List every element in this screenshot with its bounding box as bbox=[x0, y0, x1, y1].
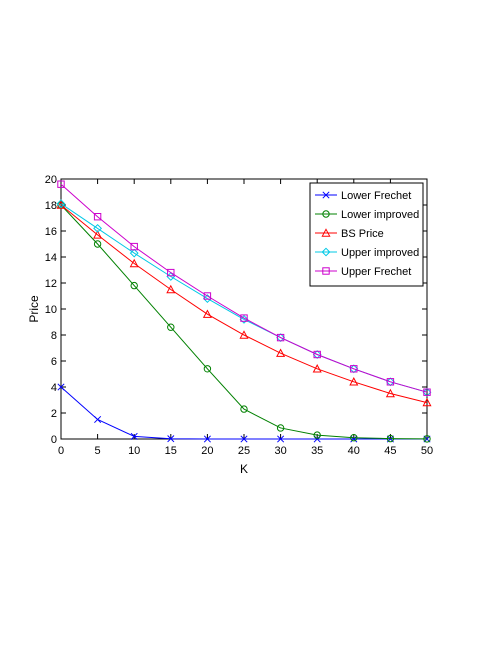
series-bs-price bbox=[56, 200, 432, 407]
data-point-circle-marker bbox=[167, 323, 175, 331]
data-point-triangle-marker bbox=[321, 228, 331, 237]
legend: Lower Frechet Lower improved BS Price Upper… bbox=[309, 182, 424, 287]
x-tick-label: 50 bbox=[421, 445, 433, 457]
data-point-circle-marker bbox=[93, 240, 102, 248]
x-tick-label: 20 bbox=[201, 445, 213, 457]
data-point-triangle-marker bbox=[93, 230, 103, 239]
data-point-triangle-marker bbox=[349, 377, 359, 386]
y-tick-label: 6 bbox=[51, 356, 57, 368]
data-point-square-marker bbox=[57, 180, 65, 188]
data-point-triangle-marker bbox=[422, 397, 432, 407]
x-tick-label: 45 bbox=[384, 445, 396, 457]
data-point-square-marker bbox=[240, 314, 248, 322]
y-tick-label: 14 bbox=[45, 252, 57, 264]
data-point-circle-marker bbox=[203, 365, 212, 373]
legend-item: Upper Frechet bbox=[315, 266, 411, 278]
y-tick-label: 20 bbox=[45, 174, 57, 186]
x-tick-label: 15 bbox=[165, 445, 177, 457]
series-line bbox=[60, 204, 428, 404]
y-tick-label: 2 bbox=[51, 408, 57, 420]
series-upper-frechet bbox=[57, 180, 431, 396]
legend-item: Lower Frechet bbox=[315, 190, 411, 202]
data-point-diamond-marker bbox=[321, 247, 331, 257]
data-point-x-marker bbox=[313, 435, 321, 443]
data-point-square-marker bbox=[93, 213, 102, 221]
x-axis: 0 5 10 15 20 25 30 35 40 45 50 bbox=[58, 179, 433, 457]
x-tick-label: 25 bbox=[238, 445, 250, 457]
data-point-circle-marker bbox=[240, 405, 248, 413]
data-point-diamond-marker bbox=[93, 223, 103, 233]
legend-label: Lower improved bbox=[341, 209, 419, 221]
data-point-x-marker bbox=[277, 435, 285, 443]
data-point-square-marker bbox=[313, 350, 321, 359]
data-point-x-marker bbox=[57, 383, 65, 391]
data-point-square-marker bbox=[130, 242, 138, 251]
legend-item: Lower improved bbox=[315, 209, 419, 221]
legend-label: Upper improved bbox=[341, 247, 419, 259]
legend-label: Upper Frechet bbox=[341, 266, 411, 278]
y-tick-label: 0 bbox=[51, 434, 57, 446]
series-line bbox=[60, 204, 428, 440]
series-lower-frechet bbox=[57, 383, 431, 443]
data-point-x-marker bbox=[203, 435, 211, 443]
data-point-triangle-marker bbox=[385, 388, 395, 398]
data-point-x-marker bbox=[167, 435, 175, 443]
data-point-square-marker bbox=[322, 267, 330, 275]
x-tick-label: 5 bbox=[95, 445, 101, 457]
x-tick-label: 0 bbox=[58, 445, 64, 457]
data-point-diamond-marker bbox=[129, 248, 139, 258]
data-point-diamond-marker bbox=[56, 199, 66, 209]
series-layer bbox=[56, 180, 432, 443]
data-point-square-marker bbox=[167, 268, 175, 277]
legend-label: Lower Frechet bbox=[341, 190, 411, 202]
data-point-circle-marker bbox=[130, 281, 138, 290]
y-tick-label: 10 bbox=[45, 304, 57, 316]
y-tick-label: 18 bbox=[45, 200, 57, 212]
data-point-circle-marker bbox=[350, 434, 358, 442]
legend-item: Upper improved bbox=[315, 247, 419, 259]
data-point-x-marker bbox=[322, 191, 330, 199]
data-point-triangle-marker bbox=[166, 284, 176, 294]
data-point-circle-marker bbox=[423, 435, 431, 443]
data-point-square-marker bbox=[386, 378, 395, 386]
data-point-circle-marker bbox=[276, 424, 285, 432]
data-point-x-marker bbox=[130, 432, 138, 440]
data-point-x-marker bbox=[350, 435, 358, 443]
data-point-triangle-marker bbox=[312, 364, 322, 373]
x-tick-label: 35 bbox=[311, 445, 323, 457]
x-tick-label: 10 bbox=[128, 445, 140, 457]
data-point-diamond-marker bbox=[239, 314, 249, 324]
data-point-circle-marker bbox=[313, 431, 321, 439]
data-point-x-marker bbox=[240, 435, 248, 443]
data-point-triangle-marker bbox=[202, 309, 212, 318]
x-axis-title: K bbox=[240, 462, 248, 476]
data-point-x-marker bbox=[94, 415, 102, 424]
legend-label: BS Price bbox=[341, 228, 384, 240]
data-point-square-marker bbox=[276, 333, 285, 342]
data-point-square-marker bbox=[350, 365, 358, 373]
y-tick-label: 16 bbox=[45, 226, 57, 238]
legend-item: BS Price bbox=[315, 228, 384, 240]
x-tick-label: 40 bbox=[348, 445, 360, 457]
data-point-square-marker bbox=[423, 388, 431, 396]
y-axis-title: Price bbox=[27, 295, 41, 323]
y-tick-label: 8 bbox=[51, 330, 57, 342]
y-axis: 0 2 4 6 8 10 12 14 16 18 20 bbox=[45, 174, 427, 446]
data-point-circle-marker bbox=[322, 210, 330, 218]
y-tick-label: 12 bbox=[45, 278, 57, 290]
y-tick-label: 4 bbox=[51, 382, 57, 394]
data-point-diamond-marker bbox=[166, 272, 176, 281]
data-point-square-marker bbox=[203, 292, 212, 300]
series-line bbox=[60, 183, 428, 393]
data-point-circle-marker bbox=[386, 434, 395, 443]
data-point-triangle-marker bbox=[129, 258, 139, 268]
data-point-triangle-marker bbox=[276, 348, 286, 357]
data-point-triangle-marker bbox=[239, 330, 249, 339]
x-tick-label: 30 bbox=[274, 445, 286, 457]
